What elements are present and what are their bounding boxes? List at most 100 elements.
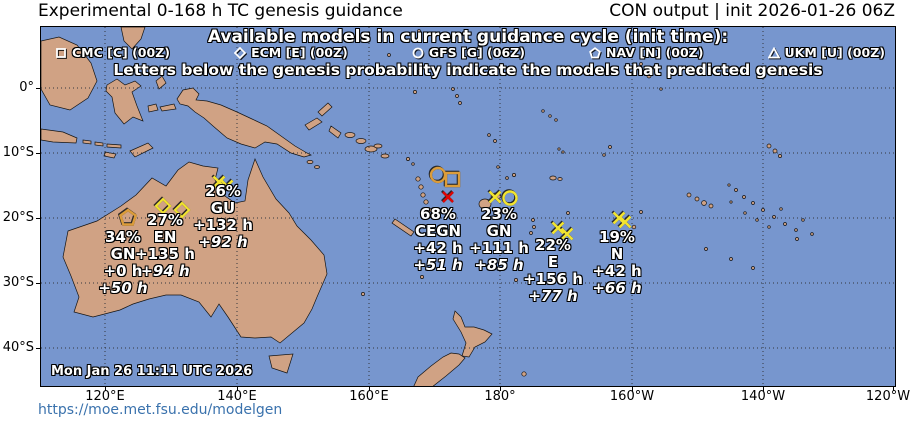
init-time-label: CON output | init 2026-01-26 06Z xyxy=(609,1,895,21)
axis-tick xyxy=(36,153,40,154)
axis-tick xyxy=(893,387,894,391)
genesis-label-group: 22% E +156 h +77 h xyxy=(498,237,608,305)
genesis-models: GU xyxy=(210,199,236,217)
genesis-mean-time: +66 h xyxy=(592,279,642,297)
x-axis-label: 180° xyxy=(484,389,516,404)
page-title: Experimental 0-168 h TC genesis guidance xyxy=(38,1,403,21)
axis-tick xyxy=(36,218,40,219)
genesis-x-marker xyxy=(618,215,632,229)
genesis-time: +0 h xyxy=(103,262,143,280)
genesis-label-group: 19% N +42 h +66 h xyxy=(562,229,672,297)
axis-tick xyxy=(369,387,370,391)
axis-tick xyxy=(632,387,633,391)
legend-note: Letters below the genesis probability in… xyxy=(113,61,823,79)
genesis-x-marker xyxy=(488,190,502,204)
x-axis-label: 160°W xyxy=(609,389,655,404)
legend-model-label: UKM [U] (00Z) xyxy=(784,45,885,60)
genesis-x-marker xyxy=(612,211,626,225)
square-icon xyxy=(56,47,66,58)
genesis-mean-time: +85 h xyxy=(474,256,524,274)
axis-tick xyxy=(500,387,501,391)
x-axis-label: 120°E xyxy=(85,389,125,404)
y-axis-label: 20°S xyxy=(2,210,34,225)
y-axis-label: 40°S xyxy=(2,340,34,355)
legend-model-label: ECM [E] (00Z) xyxy=(251,45,348,60)
axis-tick xyxy=(763,387,764,391)
source-link[interactable]: https://moe.met.fsu.edu/modelgen xyxy=(38,402,283,418)
legend-model-row: CMC [C] (00Z) ECM [E] (00Z) GFS [G] (06Z… xyxy=(55,45,885,60)
triangle-icon xyxy=(767,46,780,58)
genesis-probability: 23% xyxy=(481,205,517,223)
genesis-mean-time: +77 h xyxy=(528,287,578,305)
consensus-x-marker-red xyxy=(442,191,454,203)
y-axis-label: 10°S xyxy=(2,145,34,160)
genesis-mean-time: +92 h xyxy=(198,233,248,251)
basemap xyxy=(41,27,895,386)
genesis-probability: 19% xyxy=(599,228,635,246)
legend-model-ukm: UKM [U] (00Z) xyxy=(767,45,885,60)
map-canvas: Available models in current guidance cyc… xyxy=(40,26,896,387)
genesis-probability: 68% xyxy=(420,205,456,223)
nav-pentagon-marker xyxy=(118,208,138,226)
genesis-mean-time: +94 h xyxy=(140,262,190,280)
genesis-label-group: 34% GN +0 h +50 h xyxy=(68,229,178,297)
genesis-time: +132 h xyxy=(193,216,253,234)
y-axis-label: 30°S xyxy=(2,275,34,290)
titlebar: Experimental 0-168 h TC genesis guidance… xyxy=(38,1,895,25)
genesis-probability: 34% xyxy=(105,228,141,246)
genesis-x-marker xyxy=(560,227,574,241)
genesis-x-marker xyxy=(212,175,226,189)
legend-heading: Available models in current guidance cyc… xyxy=(207,27,729,47)
legend-model-cmc: CMC [C] (00Z) xyxy=(55,45,170,60)
genesis-models: N xyxy=(610,245,624,263)
genesis-probability: 22% xyxy=(535,236,571,254)
axis-tick xyxy=(105,387,106,391)
genesis-time: +42 h xyxy=(413,239,463,257)
y-axis-label: 0° xyxy=(19,80,34,95)
legend-model-gfs: GFS [G] (06Z) xyxy=(412,45,525,60)
axis-tick xyxy=(237,387,238,391)
model-genesis-markers xyxy=(118,166,632,241)
genesis-mean-time: +51 h xyxy=(413,256,463,274)
diamond-icon xyxy=(234,46,247,59)
genesis-models: GN xyxy=(110,245,136,263)
x-axis-label: 160°E xyxy=(349,389,389,404)
genesis-time: +111 h xyxy=(469,239,529,257)
x-axis-label: 120°W xyxy=(865,389,911,404)
x-axis-label: 140°E xyxy=(217,389,257,404)
genesis-label-group: 68% CEGN +42 h +51 h xyxy=(383,206,493,274)
cmc-square-marker xyxy=(444,171,461,188)
landmass-new-zealand xyxy=(413,310,493,386)
genesis-models: CEGN xyxy=(414,222,462,240)
genesis-models: GN xyxy=(486,222,512,240)
map-timestamp: Mon Jan 26 11:11 UTC 2026 xyxy=(51,364,253,379)
legend-model-label: CMC [C] (00Z) xyxy=(72,45,170,60)
legend-model-nav: NAV [N] (00Z) xyxy=(589,45,703,60)
ecm-diamond-marker xyxy=(154,197,172,215)
axis-tick xyxy=(36,88,40,89)
axis-tick xyxy=(36,283,40,284)
axis-tick xyxy=(36,348,40,349)
gfs-circle-marker xyxy=(502,190,518,206)
genesis-time: +156 h xyxy=(523,270,583,288)
genesis-label-group: 23% GN +111 h +85 h xyxy=(444,206,554,274)
ecm-diamond-marker xyxy=(173,201,191,219)
genesis-time: +135 h xyxy=(135,245,195,263)
genesis-label-group: 26% GU +132 h +92 h xyxy=(168,183,278,251)
landmass-indonesia xyxy=(41,27,177,159)
landmass-new-guinea xyxy=(176,87,390,169)
genesis-mean-time: +50 h xyxy=(98,279,148,297)
pentagon-icon xyxy=(589,46,601,58)
genesis-models: EN xyxy=(153,228,177,246)
x-axis-label: 140°W xyxy=(740,389,786,404)
genesis-models: E xyxy=(547,253,559,271)
circle-icon xyxy=(412,47,424,58)
genesis-time: +42 h xyxy=(592,262,642,280)
genesis-x-marker xyxy=(220,179,234,193)
legend-model-label: NAV [N] (00Z) xyxy=(606,45,704,60)
genesis-label-group: 27% EN +135 h +94 h xyxy=(110,212,220,280)
landmass-australia xyxy=(62,158,328,374)
legend-model-ecm: ECM [E] (00Z) xyxy=(234,45,348,60)
genesis-probability: 27% xyxy=(147,211,183,229)
